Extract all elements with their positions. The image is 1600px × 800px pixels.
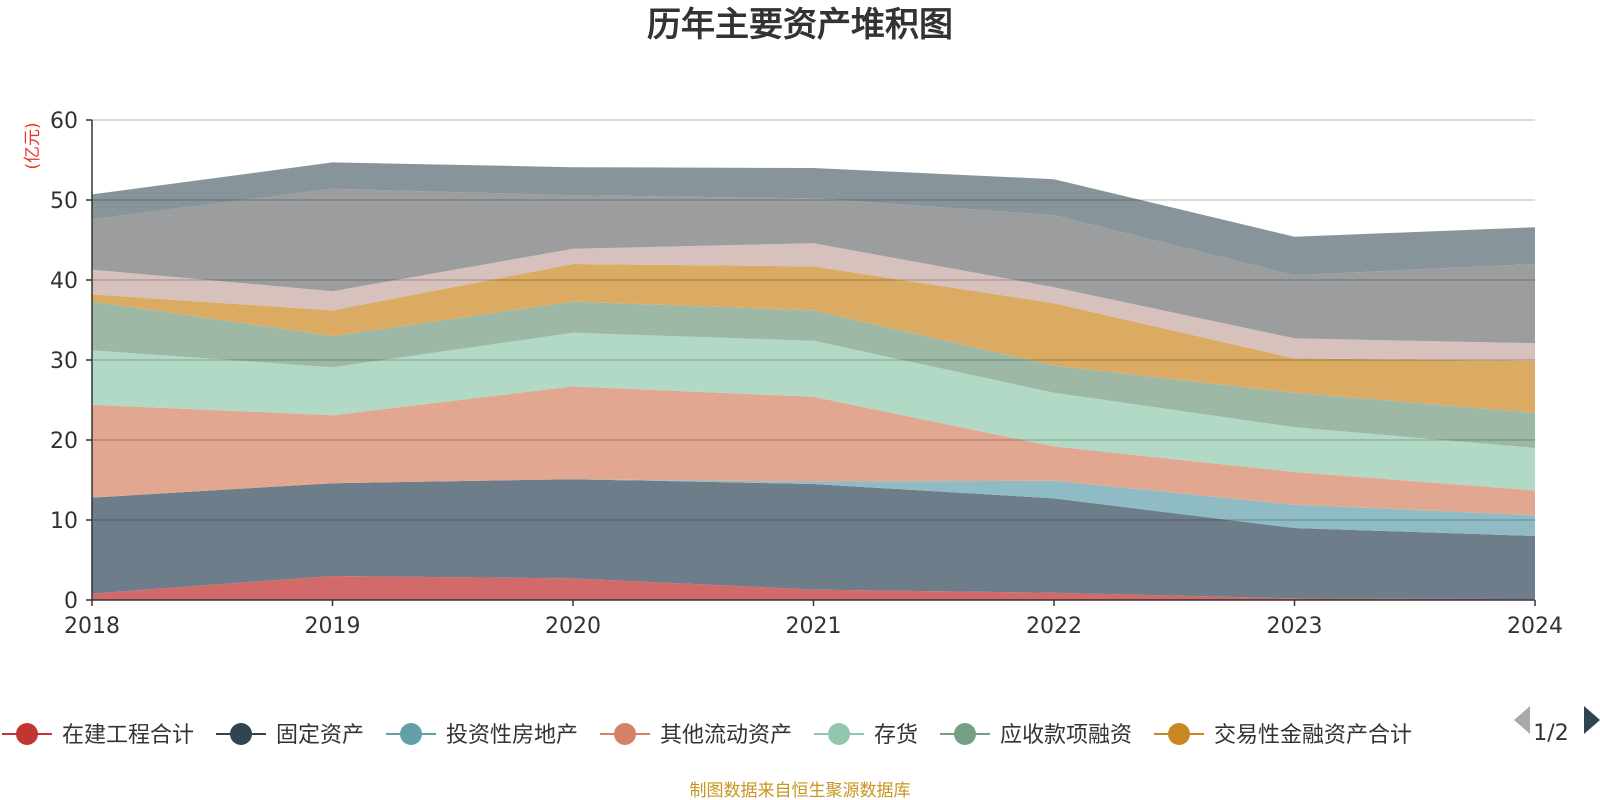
x-tick-label: 2020 — [545, 614, 601, 639]
legend-next-page-icon[interactable] — [1584, 706, 1600, 734]
legend-item-6[interactable]: 应收款项融资 — [940, 723, 1132, 748]
legend-item-5[interactable]: 存货 — [814, 723, 918, 748]
legend-prev-page-icon[interactable] — [1514, 706, 1530, 734]
grid-lines — [92, 119, 1535, 521]
x-tick-label: 2019 — [305, 614, 361, 639]
legend-circle-icon — [16, 723, 38, 745]
x-tick-label: 2023 — [1267, 614, 1323, 639]
area-series-10 — [92, 162, 1535, 276]
legend-circle-icon — [614, 723, 636, 745]
y-tick-label: 40 — [50, 269, 78, 294]
axes: 0 10 20 30 40 50 60 2018 2019 2020 2021 2022 2023 202… — [50, 109, 1563, 639]
legend-label: 其他流动资产 — [660, 723, 792, 748]
area-series-7 — [92, 264, 1535, 413]
y-tick-label: 20 — [50, 429, 78, 454]
legend-page-indicator: 1/2 — [1533, 721, 1568, 746]
legend-circle-icon — [954, 723, 976, 745]
legend: 在建工程合计 固定资产 投资性房地产 其他流动资产 存货 应收款项融资 交易性金融资产合计 — [2, 723, 1412, 748]
legend-item-2[interactable]: 固定资产 — [216, 723, 364, 748]
y-tick-label: 60 — [50, 109, 78, 134]
area-series-5 — [92, 332, 1535, 491]
y-tick-label: 0 — [64, 589, 78, 614]
legend-label: 交易性金融资产合计 — [1214, 723, 1412, 748]
legend-circle-icon — [828, 723, 850, 745]
area-series-9 — [92, 188, 1535, 344]
legend-circle-icon — [400, 723, 422, 745]
legend-circle-icon — [230, 723, 252, 745]
chart-title: 历年主要资产堆积图 — [647, 5, 953, 45]
legend-circle-icon — [1168, 723, 1190, 745]
area-series-group — [92, 162, 1535, 600]
data-source-note: 制图数据来自恒生聚源数据库 — [690, 781, 911, 800]
x-tick-label: 2024 — [1507, 614, 1563, 639]
legend-label: 存货 — [874, 723, 918, 748]
y-tick-label: 30 — [50, 349, 78, 374]
legend-item-4[interactable]: 其他流动资产 — [600, 723, 792, 748]
area-series-1 — [92, 576, 1535, 600]
legend-label: 投资性房地产 — [446, 723, 578, 748]
legend-item-7[interactable]: 交易性金融资产合计 — [1154, 723, 1412, 748]
y-axis-unit: (亿元) — [23, 122, 43, 169]
legend-item-1[interactable]: 在建工程合计 — [2, 723, 194, 748]
x-tick-label: 2022 — [1026, 614, 1082, 639]
legend-label: 应收款项融资 — [1000, 723, 1132, 748]
area-series-4 — [92, 386, 1535, 516]
area-series-6 — [92, 301, 1535, 448]
legend-label: 在建工程合计 — [62, 723, 194, 748]
x-tick-label: 2018 — [64, 614, 120, 639]
y-tick-label: 50 — [50, 189, 78, 214]
area-series-8 — [92, 243, 1535, 361]
legend-label: 固定资产 — [276, 723, 364, 748]
legend-pager: 1/2 — [1514, 706, 1600, 746]
y-tick-label: 10 — [50, 509, 78, 534]
x-tick-label: 2021 — [786, 614, 842, 639]
legend-item-3[interactable]: 投资性房地产 — [386, 723, 578, 748]
area-series-2 — [92, 479, 1535, 600]
area-series-3 — [92, 479, 1535, 536]
